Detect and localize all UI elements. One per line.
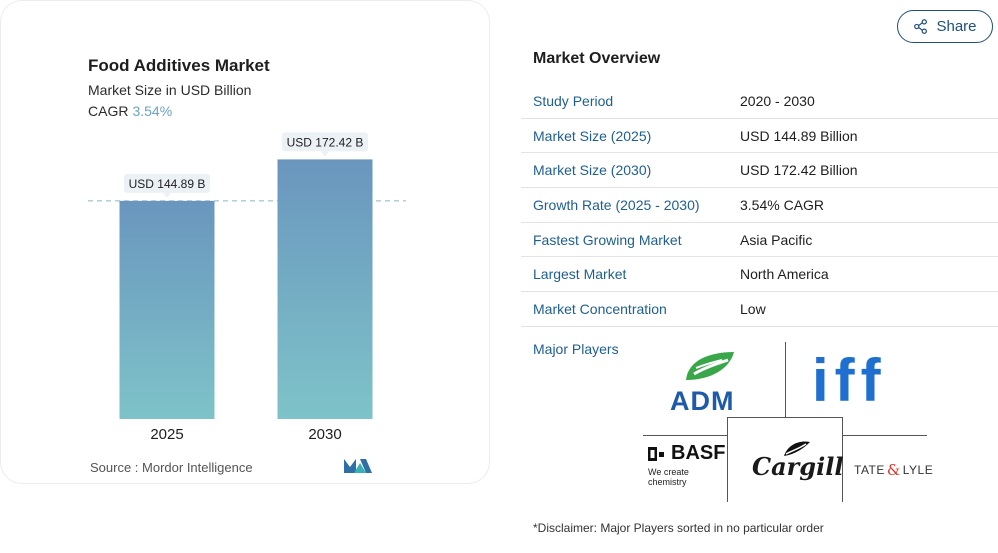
data-label-2025: USD 144.89 B — [124, 173, 210, 198]
mordor-intelligence-logo — [344, 459, 372, 473]
share-icon — [914, 19, 928, 34]
share-label: Share — [936, 18, 977, 35]
chart-cagr: CAGR 3.54% — [88, 103, 172, 119]
iff-logo: iff — [812, 347, 887, 414]
x-tick-2030: 2030 — [308, 426, 341, 443]
data-label-2030: USD 172.42 B — [282, 132, 368, 157]
disclaimer: *Disclaimer: Major Players sorted in no … — [533, 521, 824, 535]
major-players-label: Major Players — [533, 341, 619, 357]
adm-leaf-icon — [686, 352, 734, 380]
overview-row-study-period: Study Period 2020 - 2030 — [521, 84, 998, 119]
overview-row-market-size-2030: Market Size (2030) USD 172.42 Billion — [521, 153, 998, 189]
overview-value: Asia Pacific — [740, 231, 813, 248]
overview-label: Largest Market — [533, 266, 627, 283]
major-players-logos: ADM iff BASF We create chemistry Cargill… — [640, 342, 933, 502]
overview-label: Market Size (2030) — [533, 162, 652, 179]
divider — [785, 342, 786, 417]
bar-2025 — [119, 200, 215, 419]
chart-subtitle: Market Size in USD Billion — [88, 82, 252, 98]
x-tick-2025: 2025 — [150, 426, 183, 443]
chart-title: Food Additives Market — [88, 56, 270, 75]
overview-label: Fastest Growing Market — [533, 231, 682, 248]
market-overview-title: Market Overview — [533, 50, 661, 67]
overview-value: 2020 - 2030 — [740, 92, 815, 109]
cagr-value: 3.54% — [132, 103, 173, 119]
overview-value: 3.54% CAGR — [740, 196, 825, 213]
market-overview-table: Study Period 2020 - 2030 Market Size (20… — [521, 84, 998, 327]
basf-logo: BASF We create chemistry — [648, 442, 726, 487]
basf-square-icon — [648, 446, 664, 461]
overview-row-market-size-2025: Market Size (2025) USD 144.89 Billion — [521, 119, 998, 154]
bar-2030 — [277, 159, 373, 419]
overview-row-growth-rate: Growth Rate (2025 - 2030) 3.54% CAGR — [521, 188, 998, 223]
overview-value: North America — [740, 266, 829, 283]
cagr-label: CAGR — [88, 103, 129, 119]
divider — [842, 435, 927, 436]
svg-text:USD 144.89 B: USD 144.89 B — [129, 177, 206, 191]
chart-source: Source : Mordor Intelligence — [90, 460, 253, 475]
overview-row-fastest-growing: Fastest Growing Market Asia Pacific — [521, 223, 998, 258]
basf-tagline: We create chemistry — [648, 467, 689, 487]
tate-wordmark: TATE — [854, 463, 885, 477]
cargill-leaf-icon — [784, 441, 810, 456]
overview-label: Market Size (2025) — [533, 127, 652, 144]
overview-label: Growth Rate (2025 - 2030) — [533, 196, 700, 213]
divider — [727, 417, 842, 418]
divider — [727, 417, 728, 502]
svg-text:USD 172.42 B: USD 172.42 B — [287, 135, 364, 149]
adm-wordmark: ADM — [670, 386, 735, 416]
overview-label: Market Concentration — [533, 300, 667, 317]
overview-label: Study Period — [533, 92, 614, 109]
cargill-wordmark: Cargill — [752, 452, 844, 481]
overview-value: USD 172.42 Billion — [740, 162, 858, 179]
divider — [643, 435, 727, 436]
overview-row-largest-market: Largest Market North America — [521, 257, 998, 293]
bar-chart: USD 144.89 B 2025 USD 172.42 B 2030 — [88, 132, 406, 443]
lyle-wordmark: LYLE — [902, 463, 934, 477]
adm-logo: ADM — [668, 350, 748, 416]
chart-card: Food Additives Market Market Size in USD… — [0, 0, 490, 484]
cargill-logo: Cargill — [748, 436, 843, 486]
ampersand-icon: & — [886, 461, 901, 479]
tate-lyle-logo: TATE & LYLE — [854, 461, 933, 479]
overview-value: Low — [740, 300, 766, 317]
share-button[interactable]: Share — [897, 10, 993, 43]
divider — [842, 417, 843, 502]
basf-wordmark: BASF — [671, 442, 726, 464]
overview-row-concentration: Market Concentration Low — [521, 292, 998, 327]
overview-value: USD 144.89 Billion — [740, 127, 858, 144]
